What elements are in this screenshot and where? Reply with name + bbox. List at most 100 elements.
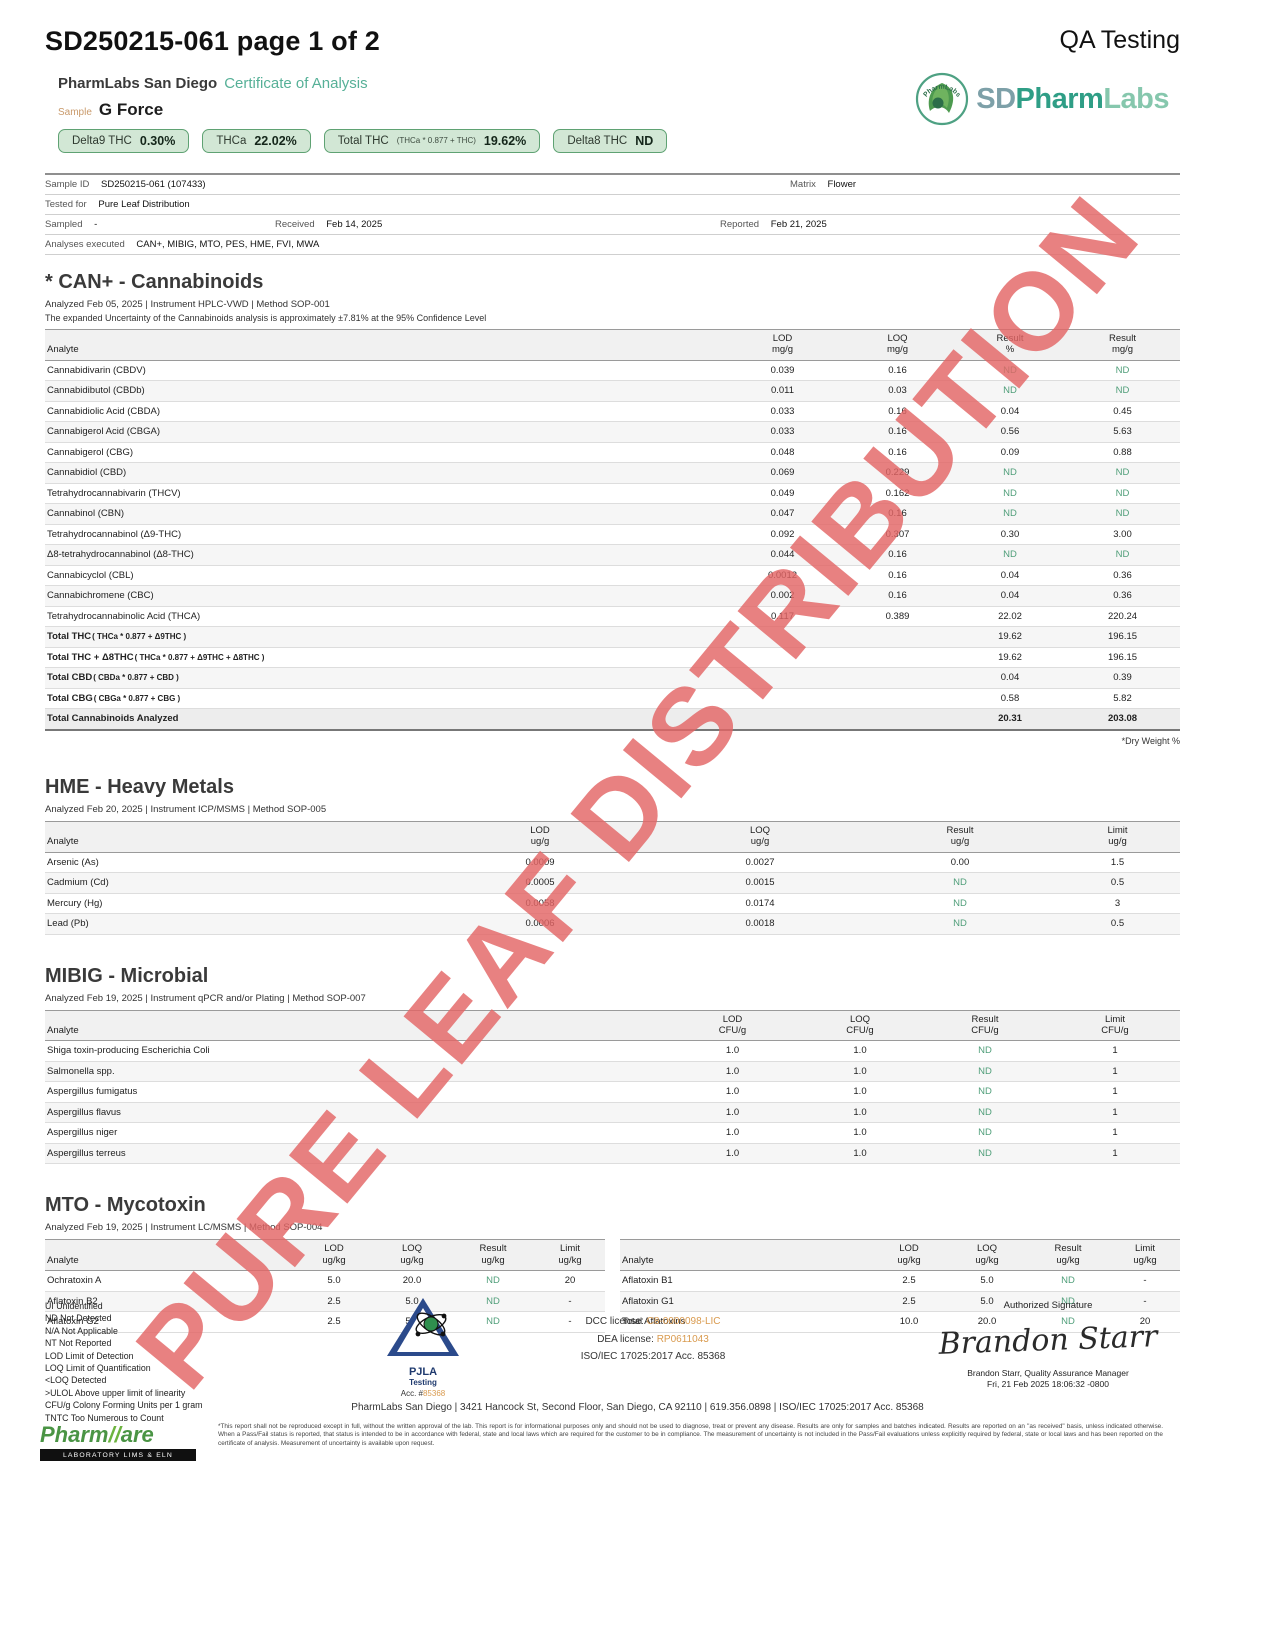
analyses-value: CAN+, MIBIG, MTO, PES, HME, FVI, MWA [136,239,320,250]
value-cell: 2.5 [295,1311,373,1333]
analyte-cell: Cannabidibutol (CBDb) [45,380,725,402]
value-cell: 0.04 [955,585,1065,607]
pjla-name: PJLA [408,1366,438,1378]
analyses-label: Analyses executed [45,239,125,250]
value-cell: 0.16 [840,544,955,566]
total-formula: ( THCa * 0.877 + Δ9THC + Δ8THC ) [134,652,265,662]
table-row: Δ8-tetrahydrocannabinol (Δ8-THC) 0.044 0.1… [45,544,1180,566]
heavy-metals-rows: Arsenic (As) 0.0009 0.0027 0.00 1.5 Cadmium (… [45,852,1180,935]
brand-wordmark: SDPharmLabs [976,83,1169,116]
analyte-cell: Aspergillus fumigatus [45,1081,665,1103]
column-header-loq: LOQ ug/g [655,820,865,853]
table-row: Cannabichromene (CBC) 0.002 0.16 0.04 0.36 [45,585,1180,607]
value-cell: ND [1026,1270,1110,1292]
value-cell: 0.16 [840,360,955,382]
value-cell: ND [955,380,1065,402]
value-cell: ND [1065,462,1180,484]
signature-date: Fri, 21 Feb 2025 18:06:32 -0800 [987,1379,1109,1389]
column-header-loq: LOQ ug/kg [948,1239,1026,1272]
microbial-table: Analyte LOD CFU/g LOQ CFU/g Result CFU/g Li… [45,1009,1180,1165]
value-cell: 0.044 [725,544,840,566]
total-result-pct: 19.62 [955,626,1065,648]
value-cell: 0.03 [840,380,955,402]
grand-total-pct: 20.31 [955,708,1065,731]
column-header-result: Result ug/kg [1026,1239,1110,1272]
analyte-cell: Aflatoxin B2 [45,1291,295,1313]
column-header-lod: LOD ug/kg [870,1239,948,1272]
value-cell: 0.04 [955,401,1065,423]
value-cell: - [1110,1291,1180,1313]
value-cell: 0.88 [1065,442,1180,464]
value-cell: 0.16 [840,442,955,464]
badge-value: 0.30% [139,133,176,148]
pjla-accreditation: PJLA Testing Acc. #85368 [368,1294,478,1398]
mycotoxin-table-right: Analyte LOD ug/kg LOQ ug/kg Result ug/kg Li… [620,1239,1180,1333]
value-cell: - [535,1311,605,1333]
value-cell: ND [920,1040,1050,1062]
analyses-row: Analyses executed CAN+, MIBIG, MTO, PES,… [45,235,1180,255]
value-cell: 0.09 [955,442,1065,464]
total-result-pct: 19.62 [955,647,1065,669]
legend-item: N/A Not Applicable [45,1325,118,1336]
dcc-license-label: DCC license: [585,1316,644,1327]
value-cell: ND [865,913,1055,935]
column-header-limit: Limit CFU/g [1050,1009,1180,1042]
analyte-cell: Cannabidivarin (CBDV) [45,360,725,382]
matrix-label: Matrix [790,179,816,190]
legend-item: NT Not Reported [45,1338,112,1349]
pharmware-logo: Pharm//are LABORATORY LIMS & ELN [40,1424,196,1461]
legend-item: TNTC Too Numerous to Count [45,1412,164,1423]
table-row: Total Aflatoxins 10.0 20.0 ND 20 [620,1311,1180,1333]
analyte-cell: Ochratoxin A [45,1270,295,1292]
column-header-analyte: Analyte [45,1009,665,1042]
value-cell: ND [865,872,1055,894]
value-cell: 1 [1050,1040,1180,1062]
analyte-cell: Total Aflatoxins [620,1311,870,1333]
badge-label: Delta9 THC [72,134,132,147]
signature-handwriting: Brandon Starr [938,1319,1158,1362]
column-header-limit: Limit ug/kg [1110,1239,1180,1272]
microbial-table-head: Analyte LOD CFU/g LOQ CFU/g Result CFU/g Li… [45,1009,1180,1042]
value-cell: 0.5 [1055,872,1180,894]
sample-line: Sample G Force [58,100,1180,120]
brand-pharm: Pharm [1015,82,1104,115]
total-label: Total THC + Δ8THC [47,651,134,663]
header-row: Analyte LOD mg/g LOQ mg/g Result% Result mg… [45,329,1180,361]
legend-item: UI Unidentified [45,1301,103,1311]
value-cell: ND [1026,1311,1110,1333]
value-cell: 0.00 [865,852,1055,874]
value-cell: ND [955,360,1065,382]
dea-license-value: RP0611043 [656,1333,709,1345]
value-cell: 0.389 [840,606,955,628]
received-value: Feb 14, 2025 [326,219,383,230]
value-cell: 3 [1055,893,1180,915]
analyte-cell: Shiga toxin-producing Escherichia Coli [45,1040,665,1062]
value-cell: 0.307 [840,524,955,546]
table-row: Tetrahydrocannabivarin (THCV) 0.049 0.162 N… [45,483,1180,505]
value-cell: 2.5 [870,1270,948,1292]
value-cell: 1.0 [800,1061,920,1083]
analyte-cell: Aflatoxin G2 [45,1311,295,1333]
table-row: Cannabidivarin (CBDV) 0.039 0.16 ND ND [45,360,1180,382]
value-cell: ND [955,544,1065,566]
table-row: Arsenic (As) 0.0009 0.0027 0.00 1.5 [45,852,1180,874]
analyte-cell: Salmonella spp. [45,1061,665,1083]
column-header-result-mg: Result mg/g [1065,329,1180,361]
table-row: Aflatoxin G1 2.5 5.0 ND - [620,1291,1180,1313]
analyte-cell: Aflatoxin B1 [620,1270,870,1292]
value-cell: 0.04 [955,565,1065,587]
value-cell: 1.0 [800,1081,920,1103]
table-row: Cannabinol (CBN) 0.047 0.16 ND ND [45,503,1180,525]
value-cell: 3.00 [1065,524,1180,546]
value-cell: 0.16 [840,565,955,587]
table-row: Aspergillus terreus 1.0 1.0 ND 1 [45,1143,1180,1165]
table-row: Cannabidiolic Acid (CBDA) 0.033 0.16 0.04 0.… [45,401,1180,423]
value-cell: 1.0 [800,1040,920,1062]
value-cell: 0.30 [955,524,1065,546]
value-cell: 1 [1050,1081,1180,1103]
certificate-of-analysis-label: Certificate of Analysis [224,75,368,92]
column-header-analyte: Analyte [620,1239,870,1272]
column-header-result-pct: Result% [955,329,1065,361]
column-header-loq: LOQ mg/g [840,329,955,361]
lab-line: PharmLabs San Diego Certificate of Analys… [58,75,1180,92]
